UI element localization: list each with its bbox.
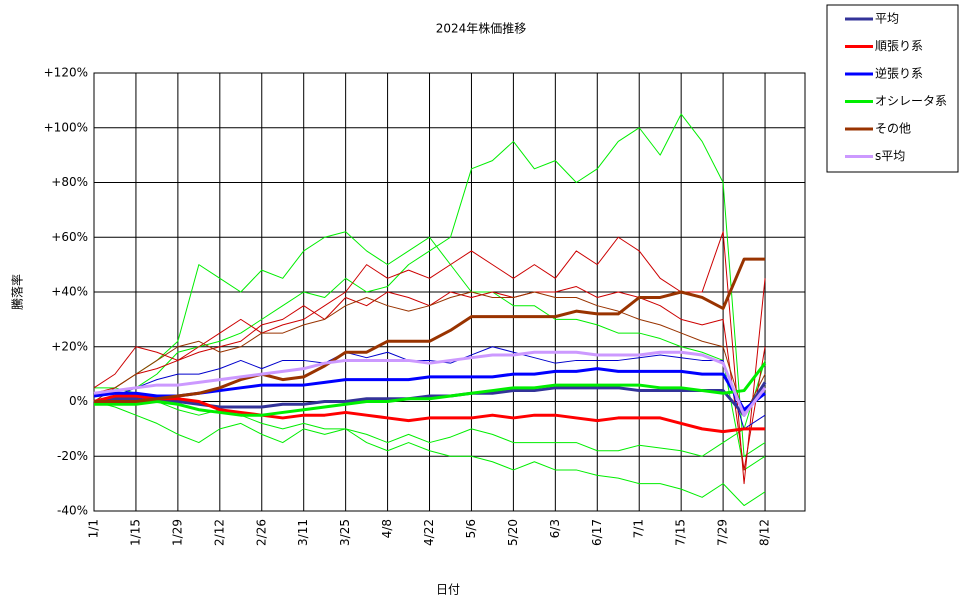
x-tick-label: 7/29 <box>716 519 730 546</box>
legend-label: オシレータ系 <box>875 94 947 108</box>
y-tick-label: +100% <box>44 120 88 134</box>
stock-line <box>93 291 766 416</box>
x-tick-label: 2/26 <box>254 519 268 546</box>
series-line <box>94 362 767 417</box>
chart-title: 2024年株価推移 <box>436 21 527 36</box>
legend-label: 平均 <box>875 12 899 26</box>
stock-line <box>93 346 766 430</box>
x-tick-label: 1/15 <box>128 519 142 546</box>
x-tick-label: 2/12 <box>212 519 226 546</box>
y-tick-label: +120% <box>44 66 88 80</box>
series-line <box>94 257 766 403</box>
legend-label: 順張り系 <box>875 39 923 53</box>
x-tick-label: 7/15 <box>674 519 688 546</box>
x-tick-label: 8/12 <box>758 519 772 546</box>
x-tick-label: 1/29 <box>170 519 184 546</box>
y-tick-label: -40% <box>57 504 88 518</box>
stock-line <box>94 360 766 457</box>
series-line <box>93 394 766 434</box>
x-tick-label: 5/20 <box>506 519 520 546</box>
stock-line <box>93 231 766 485</box>
y-axis-title: 騰落率 <box>10 274 25 310</box>
y-tick-label: +60% <box>51 230 88 244</box>
stock-line <box>93 231 766 471</box>
x-tick-label: 6/3 <box>548 519 562 538</box>
legend-label: s平均 <box>875 149 905 163</box>
x-tick-label: 4/8 <box>380 519 394 538</box>
x-axis-title: 日付 <box>436 583 460 597</box>
x-tick-label: 5/6 <box>464 519 478 538</box>
x-tick-label: 3/25 <box>338 519 352 546</box>
y-tick-label: -20% <box>57 449 88 463</box>
y-tick-label: +40% <box>51 285 88 299</box>
legend-label: 逆張り系 <box>875 66 923 81</box>
y-tick-label: +20% <box>51 339 88 353</box>
series-line <box>93 350 767 417</box>
x-tick-label: 1/1 <box>87 519 101 538</box>
legend-label: その他 <box>875 122 911 136</box>
legend-box <box>826 4 959 173</box>
stock-line <box>93 401 766 507</box>
x-tick-label: 6/17 <box>590 519 604 546</box>
y-tick-label: +80% <box>51 175 88 189</box>
y-tick-label: 0% <box>69 394 88 408</box>
x-tick-label: 4/22 <box>422 519 436 546</box>
x-tick-label: 7/1 <box>632 519 646 538</box>
x-tick-label: 3/11 <box>296 519 310 546</box>
